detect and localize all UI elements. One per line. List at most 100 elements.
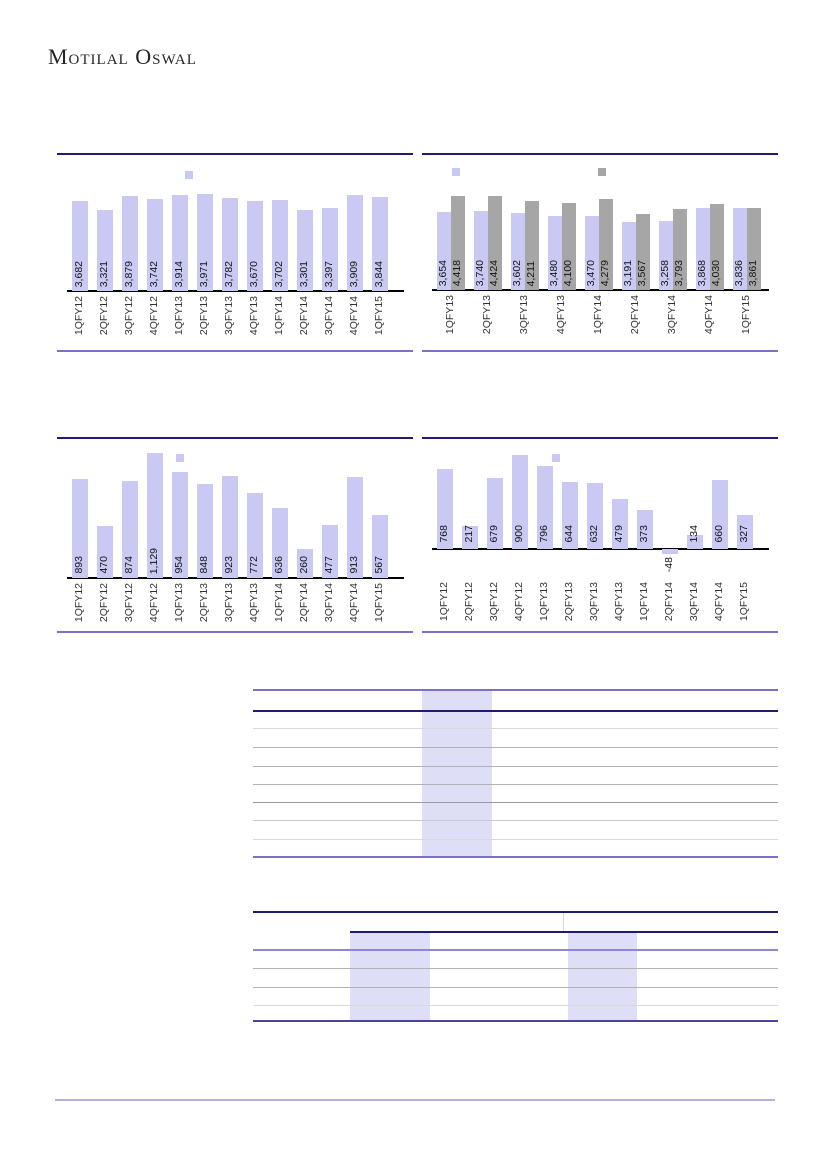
x-axis-label: 2QFY13 — [481, 295, 493, 335]
bar-value-label: 874 — [123, 556, 135, 574]
bar-value-label: 954 — [173, 556, 185, 574]
bar-value-label: 644 — [563, 525, 575, 543]
bar — [372, 197, 388, 291]
x-axis-label: 1QFY14 — [638, 582, 650, 622]
bar-value-label: 4,279 — [599, 259, 611, 286]
chart-top-rule — [57, 153, 413, 155]
x-axis-label: 4QFY14 — [713, 582, 725, 622]
chart-top-rule — [57, 437, 413, 439]
bar — [710, 204, 724, 290]
bar-value-label: 913 — [348, 556, 360, 574]
bar — [347, 195, 363, 291]
table2-highlight-column-a — [350, 931, 430, 1020]
x-axis-label: 3QFY14 — [688, 582, 700, 622]
bar-value-label: 470 — [98, 556, 110, 574]
x-axis-label: 1QFY13 — [173, 583, 185, 623]
x-axis-label: 1QFY13 — [444, 295, 456, 335]
bar-value-label: 3,654 — [437, 259, 449, 286]
bar-value-label: 327 — [738, 525, 750, 543]
chart-top-rule — [422, 153, 778, 155]
chart-top-rule — [422, 437, 778, 439]
bar-value-label: 3,861 — [747, 259, 759, 286]
bar-value-label: 796 — [538, 525, 550, 543]
table2-row-divider — [253, 968, 778, 969]
x-axis-label: 4QFY12 — [148, 296, 160, 336]
bar — [585, 216, 599, 290]
bar — [322, 525, 338, 578]
bar-value-label: 679 — [488, 525, 500, 543]
x-axis-label: 1QFY15 — [373, 583, 385, 623]
bar — [673, 209, 687, 290]
table1-top-rule — [253, 689, 778, 691]
bar-value-label: 923 — [223, 556, 235, 574]
x-axis-label: 2QFY13 — [198, 296, 210, 336]
x-axis-label: 1QFY13 — [173, 296, 185, 336]
table1-row-divider — [253, 747, 778, 748]
x-axis-label: 1QFY14 — [592, 295, 604, 335]
bar-value-label: 479 — [613, 525, 625, 543]
bar-value-label: 3,602 — [511, 259, 523, 286]
chart-quarterly-series-2-dual: 3,654 4,418 1QFY13 3,740 4,424 2QFY13 3,602 4,2… — [422, 153, 778, 352]
x-axis-label: 1QFY13 — [538, 582, 550, 622]
x-axis-label: 2QFY14 — [663, 582, 675, 622]
bar — [451, 196, 465, 290]
table1-header-rule — [253, 710, 778, 712]
bar-value-label: 4,424 — [488, 259, 500, 286]
x-axis-label: 3QFY14 — [323, 583, 335, 623]
x-axis-label: 4QFY12 — [148, 583, 160, 623]
x-axis-label: 2QFY12 — [98, 296, 110, 336]
bar — [487, 478, 503, 549]
table2-subheader-rule — [350, 931, 778, 933]
x-axis-label: 4QFY13 — [613, 582, 625, 622]
x-axis-label: 4QFY14 — [703, 295, 715, 335]
bar-value-label: 3,742 — [148, 260, 160, 287]
bar-value-label: 3,470 — [585, 259, 597, 286]
table2-header-divider — [563, 913, 564, 931]
bar-value-label: 260 — [298, 556, 310, 574]
bar — [197, 194, 213, 291]
x-axis-label: 3QFY14 — [666, 295, 678, 335]
bar — [747, 208, 761, 290]
table-2 — [253, 911, 778, 1023]
bar-value-label: 3,793 — [673, 259, 685, 286]
bar — [562, 203, 576, 290]
bar — [172, 195, 188, 291]
x-axis-label: 4QFY12 — [513, 582, 525, 622]
bar-value-label: 3,702 — [273, 260, 285, 287]
x-axis-label: 3QFY13 — [518, 295, 530, 335]
x-axis-label: 4QFY13 — [248, 296, 260, 336]
bar-value-label: 3,971 — [198, 260, 210, 287]
bar — [462, 526, 478, 549]
bar-value-label: 660 — [713, 525, 725, 543]
bar-value-label: 3,782 — [223, 260, 235, 287]
bar — [733, 208, 747, 290]
bar — [247, 493, 263, 578]
bar — [122, 196, 138, 291]
bar — [347, 477, 363, 578]
bar — [122, 481, 138, 578]
table2-mid-rule — [253, 949, 778, 951]
x-axis-label: 1QFY15 — [740, 295, 752, 335]
bar — [172, 472, 188, 578]
bar — [737, 515, 753, 549]
bar — [612, 499, 628, 549]
bar — [222, 476, 238, 578]
footer-rule — [55, 1099, 775, 1101]
bar-value-label: 3,397 — [323, 260, 335, 287]
bar — [599, 199, 613, 290]
bar — [197, 484, 213, 578]
x-axis-label: 3QFY12 — [488, 582, 500, 622]
bar — [687, 535, 703, 549]
bar — [659, 221, 673, 290]
bar — [147, 453, 163, 578]
table-1 — [253, 689, 778, 858]
bar-value-label: 768 — [438, 525, 450, 543]
bar-value-label: 3,682 — [73, 260, 85, 287]
table1-row-divider — [253, 784, 778, 785]
bar — [247, 201, 263, 291]
x-axis-label: 3QFY13 — [588, 582, 600, 622]
bar — [512, 455, 528, 549]
table1-row-divider — [253, 839, 778, 840]
x-axis-label: 3QFY13 — [223, 583, 235, 623]
